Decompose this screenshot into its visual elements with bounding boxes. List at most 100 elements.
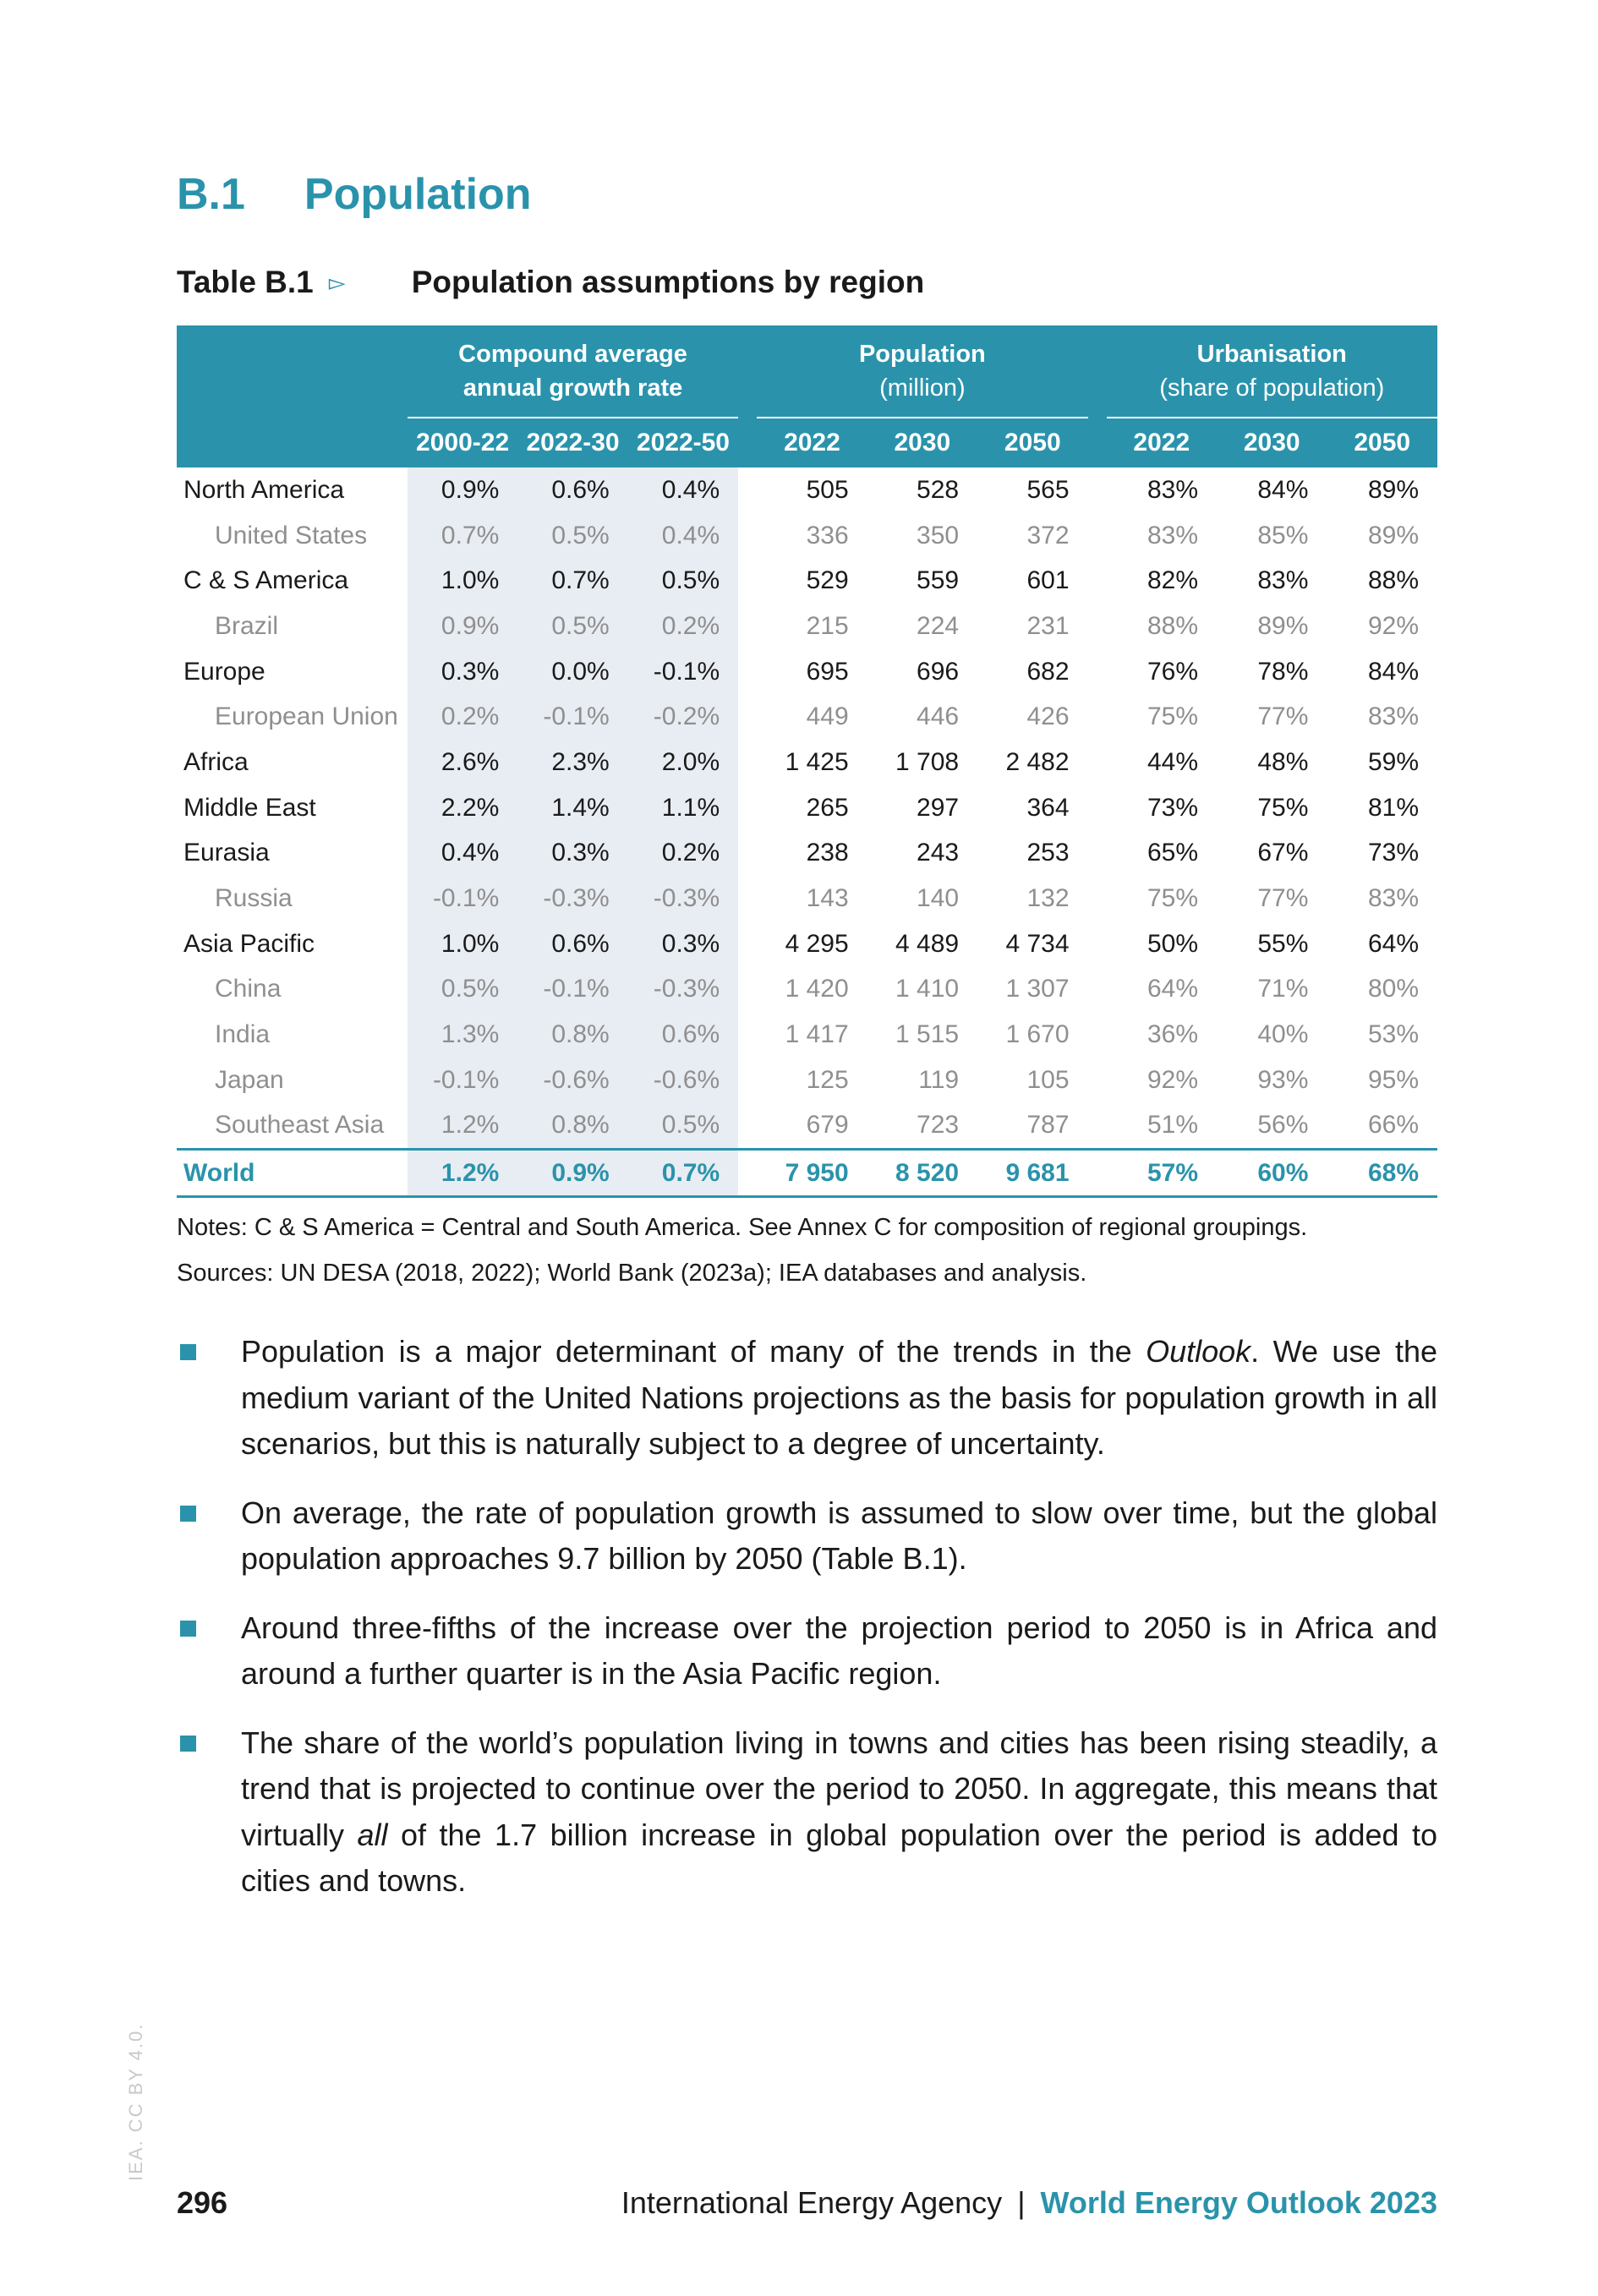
value-cell: 1.0% [407, 558, 518, 604]
header-population-group: Population (million) [757, 325, 1088, 418]
value-cell: 505 [806, 475, 849, 504]
value-cell: 723 [917, 1111, 960, 1140]
value-cell: 696 [917, 657, 960, 686]
bullet-list: Population is a major determinant of man… [177, 1329, 1437, 1927]
table-row: Japan -0.1% -0.6% -0.6% 125 119 105 92% 93% 95% [177, 1057, 1437, 1103]
value-cell: 1 417 [785, 1020, 849, 1049]
bullet-item: Population is a major determinant of man… [177, 1329, 1437, 1468]
header-gap [1087, 325, 1107, 418]
value-cell: 0.5% [407, 966, 518, 1013]
value-cell: 238 [806, 839, 849, 867]
gap-cell [738, 1012, 757, 1058]
value-cell: -0.1% [517, 966, 628, 1013]
square-bullet-icon [180, 1344, 196, 1360]
value-cell: 88% [1367, 566, 1419, 595]
header-blank [177, 325, 408, 418]
value-cell: 78% [1257, 657, 1309, 686]
value-cell: 7 950 [757, 1148, 867, 1199]
value-cell: 0.5% [517, 512, 628, 559]
value-cell: 253 [1026, 839, 1070, 867]
region-cell: Southeast Asia [215, 1111, 385, 1140]
table-row: Europe 0.3% 0.0% -0.1% 695 696 682 76% 78% 84% [177, 648, 1437, 695]
value-cell: 89% [1257, 611, 1309, 640]
value-cell: -0.1% [627, 648, 739, 695]
region-cell: Eurasia [183, 839, 270, 867]
value-cell: 2.3% [517, 740, 628, 785]
growth-group-subtitle: annual growth rate [462, 374, 683, 402]
gap-cell [738, 649, 757, 695]
value-cell: -0.1% [407, 1057, 518, 1103]
value-cell: 9 681 [977, 1148, 1088, 1199]
value-cell: -0.6% [517, 1057, 628, 1103]
value-cell: 60% [1217, 1148, 1327, 1199]
value-cell: 83% [1257, 566, 1309, 595]
value-cell: 215 [806, 611, 849, 640]
value-cell: 36% [1147, 1020, 1198, 1049]
value-cell: 4 489 [895, 929, 960, 958]
gap-cell [1088, 967, 1107, 1013]
table-row: Southeast Asia 1.2% 0.8% 0.5% 679 723 787 51% 56… [177, 1102, 1437, 1150]
value-cell: 0.3% [517, 830, 628, 877]
value-cell: 0.7% [407, 512, 518, 559]
value-cell: 0.3% [407, 648, 518, 695]
value-cell: 83% [1147, 475, 1198, 504]
table-row: C & S America 1.0% 0.7% 0.5% 529 559 601 82% 83%… [177, 558, 1437, 604]
table-row: Brazil 0.9% 0.5% 0.2% 215 224 231 88% 89% 92% [177, 604, 1437, 649]
square-bullet-icon [180, 1735, 196, 1752]
region-cell: Europe [183, 657, 265, 686]
value-cell: 679 [806, 1111, 849, 1140]
value-cell: 75% [1257, 793, 1309, 822]
value-cell: 50% [1147, 929, 1198, 958]
value-cell: 132 [1026, 884, 1070, 913]
notes-text: Notes: C & S America = Central and South… [177, 1214, 1308, 1241]
gap-cell [738, 513, 757, 559]
value-cell: 449 [806, 702, 849, 731]
table-row: Africa 2.6% 2.3% 2.0% 1 425 1 708 2 482 44% 48% 5… [177, 740, 1437, 785]
bullet-item: On average, the rate of population growt… [177, 1490, 1437, 1583]
footer-title: World Energy Outlook 2023 [1040, 2185, 1437, 2220]
value-cell: 336 [806, 521, 849, 549]
value-cell: 1 420 [785, 975, 849, 1003]
column-header: 2030 [1217, 418, 1327, 467]
value-cell: 1 410 [895, 975, 960, 1003]
column-header: 2050 [977, 418, 1088, 467]
value-cell: 0.8% [517, 1102, 628, 1150]
value-cell: 695 [806, 657, 849, 686]
value-cell: 350 [917, 521, 960, 549]
region-cell: North America [183, 475, 345, 504]
value-cell: 0.5% [627, 558, 739, 604]
license-note: IEA. CC BY 4.0. [125, 2022, 146, 2181]
value-cell: 559 [917, 566, 960, 595]
region-cell: India [215, 1020, 271, 1049]
value-cell: 57% [1106, 1148, 1217, 1199]
gap-cell [738, 876, 757, 921]
gap-cell [1088, 876, 1107, 921]
value-cell: 426 [1026, 702, 1070, 731]
value-cell: 265 [806, 793, 849, 822]
value-cell: 95% [1367, 1065, 1419, 1094]
value-cell: 67% [1257, 839, 1309, 867]
value-cell: 0.7% [517, 558, 628, 604]
value-cell: 0.7% [627, 1148, 739, 1199]
gap-cell [738, 604, 757, 649]
region-cell: Japan [215, 1065, 284, 1094]
value-cell: 4 295 [785, 929, 849, 958]
section-heading: B.1 Population [177, 169, 532, 220]
value-cell: 1 708 [895, 747, 960, 776]
value-cell: -0.3% [517, 876, 628, 921]
value-cell: 0.4% [407, 830, 518, 877]
value-cell: 1 425 [785, 747, 849, 776]
gap-cell [1088, 1103, 1107, 1150]
region-cell: Middle East [183, 793, 316, 822]
gap-cell [738, 694, 757, 740]
value-cell: 0.0% [517, 648, 628, 695]
value-cell: 0.6% [517, 921, 628, 967]
value-cell: 0.9% [407, 467, 518, 513]
urbanisation-group-title: Urbanisation [1196, 341, 1347, 368]
value-cell: 105 [1026, 1065, 1070, 1094]
column-header: 2050 [1327, 418, 1437, 467]
value-cell: 0.5% [627, 1102, 739, 1150]
value-cell: 119 [918, 1065, 960, 1094]
gap-cell [1087, 1148, 1107, 1199]
region-cell: Brazil [215, 611, 279, 640]
